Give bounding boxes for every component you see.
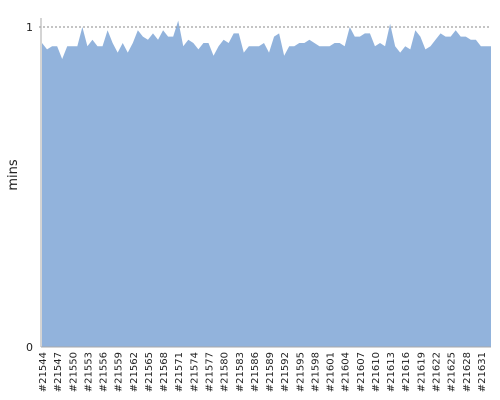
- x-tick-label: #21562: [129, 352, 140, 392]
- x-tick-label: #21628: [462, 352, 473, 392]
- x-tick-label: #21616: [401, 352, 412, 392]
- x-tick-label: #21589: [265, 352, 276, 392]
- x-tick-label: #21556: [99, 352, 110, 392]
- x-tick-label: #21613: [386, 352, 397, 392]
- y-tick-label: 1: [26, 21, 33, 34]
- x-tick-label: #21553: [83, 352, 94, 392]
- y-tick-label: 0: [26, 341, 33, 354]
- x-tick-label: #21598: [310, 352, 321, 392]
- x-tick-label: #21574: [189, 352, 200, 392]
- x-tick-label: #21559: [114, 352, 125, 392]
- x-tick-label: #21580: [220, 352, 231, 392]
- x-tick-label: #21577: [204, 352, 215, 392]
- x-tick-label: #21631: [477, 352, 488, 392]
- y-axis-label: mins: [6, 159, 21, 191]
- x-tick-label: #21586: [250, 352, 261, 392]
- x-tick-label: #21622: [432, 352, 443, 392]
- x-tick-label: #21571: [174, 352, 185, 392]
- x-tick-label: #21625: [447, 352, 458, 392]
- x-tick-label: #21604: [341, 352, 352, 392]
- x-tick-label: #21592: [280, 352, 291, 392]
- x-tick-label: #21607: [356, 352, 367, 392]
- x-tick-label: #21568: [159, 352, 170, 392]
- x-tick-label: #21583: [235, 352, 246, 392]
- x-tick-label: #21595: [295, 352, 306, 392]
- x-tick-label: #21565: [144, 352, 155, 392]
- x-tick-label: #21547: [53, 352, 64, 392]
- x-tick-label: #21544: [38, 352, 49, 392]
- x-tick-label: #21550: [68, 352, 79, 392]
- x-tick-label: #21619: [416, 352, 427, 392]
- area: [42, 20, 491, 347]
- x-tick-label: #21610: [371, 352, 382, 392]
- x-tick-label: #21601: [326, 352, 337, 392]
